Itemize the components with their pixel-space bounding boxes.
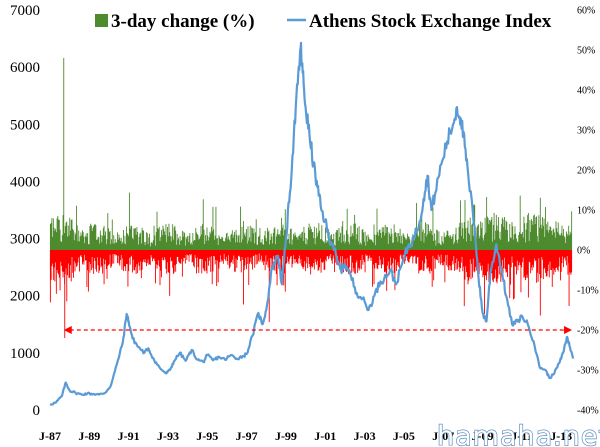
x-tick-label: J-93 <box>157 429 179 443</box>
watermark: hamaha.net <box>437 421 600 447</box>
x-tick-label: J-99 <box>275 429 297 443</box>
right-tick-label: 20% <box>577 166 595 177</box>
right-tick-label: 50% <box>577 46 595 57</box>
left-axis-ticks: 0 1000 2000 3000 4000 5000 6000 7000 <box>10 3 40 419</box>
x-tick-label: J-09 <box>472 429 494 443</box>
left-tick-label: 6000 <box>10 60 40 76</box>
legend-swatch-three-day-change <box>95 14 108 27</box>
x-tick-label: J-91 <box>118 429 140 443</box>
left-tick-label: 1000 <box>10 346 40 362</box>
right-tick-label: -20% <box>577 326 599 337</box>
x-tick-label: J-87 <box>39 429 61 443</box>
right-tick-label: 40% <box>577 86 595 97</box>
right-tick-label: 0% <box>577 246 590 257</box>
right-tick-label: -10% <box>577 286 599 297</box>
index-line-layer <box>49 41 575 406</box>
x-tick-label: J-97 <box>236 429 258 443</box>
legend-label-three-day-change: 3-day change (%) <box>111 11 255 32</box>
threshold-line-layer <box>63 326 573 334</box>
left-tick-label: 0 <box>33 403 41 419</box>
x-tick-label: J-13 <box>550 429 572 443</box>
right-tick-label: 60% <box>577 6 595 17</box>
right-axis-ticks: -40% -30% -20% -10% 0% 10% 20% 30% 40% 50% 60% <box>577 6 599 417</box>
right-tick-label: -30% <box>577 366 599 377</box>
positive-change-bars <box>49 58 573 250</box>
left-tick-label: 7000 <box>10 3 40 19</box>
three-day-change-bars <box>49 58 573 338</box>
x-tick-label: J-07 <box>432 429 454 443</box>
athens-index-line <box>49 41 575 406</box>
left-tick-label: 4000 <box>10 174 40 190</box>
right-tick-label: 10% <box>577 206 595 217</box>
left-tick-label: 5000 <box>10 117 40 133</box>
right-tick-label: 30% <box>577 126 595 137</box>
x-tick-label: J-11 <box>511 429 532 443</box>
x-tick-label: J-05 <box>393 429 415 443</box>
legend: 3-day change (%) Athens Stock Exchange I… <box>95 11 552 32</box>
left-tick-label: 3000 <box>10 232 40 248</box>
x-tick-label: J-01 <box>314 429 336 443</box>
threshold-arrow-left <box>63 326 72 334</box>
legend-label-index: Athens Stock Exchange Index <box>309 11 552 32</box>
left-tick-label: 2000 <box>10 289 40 305</box>
x-tick-label: J-89 <box>78 429 100 443</box>
x-tick-label: J-95 <box>196 429 218 443</box>
x-tick-label: J-03 <box>354 429 376 443</box>
x-axis-ticks: J-87 J-89 J-91 J-93 J-95 J-97 J-99 J-01 J-03 J-05… <box>39 429 572 443</box>
right-tick-label: -40% <box>577 406 599 417</box>
threshold-arrow-right <box>564 326 573 334</box>
